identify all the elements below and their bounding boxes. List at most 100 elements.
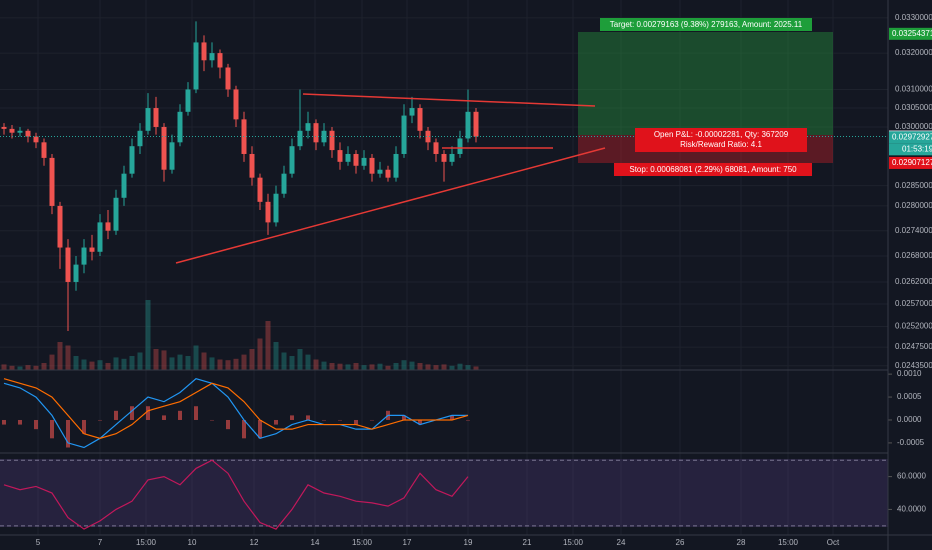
volume-bar: [137, 352, 143, 370]
macd-histogram-bar: [354, 419, 358, 425]
macd-histogram-bar: [194, 406, 198, 420]
candle-body: [113, 197, 119, 231]
volume-bar: [217, 359, 223, 370]
price-tag: [889, 156, 932, 169]
candle-body: [97, 222, 103, 252]
macd-histogram-bar: [66, 419, 70, 448]
volume-bar: [449, 365, 455, 370]
rsi-line: [3, 459, 469, 530]
volume-bar: [401, 360, 407, 370]
volume-bar: [465, 365, 471, 370]
volume-bar: [409, 361, 415, 370]
macd-histogram-bar: [2, 419, 6, 425]
volume-bar: [385, 365, 391, 370]
countdown-tag: [889, 143, 932, 156]
volume-bar: [265, 321, 271, 370]
x-tick-label: 15:00: [778, 538, 799, 547]
volume-bar: [425, 364, 431, 370]
x-tick-label: 24: [617, 538, 626, 547]
volume-bar: [313, 359, 319, 370]
volume-bar: [9, 365, 15, 370]
candle-body: [361, 157, 367, 166]
x-tick-label: 17: [403, 538, 412, 547]
candle-body: [225, 67, 231, 90]
candle-body: [449, 153, 455, 162]
candle-body: [169, 142, 175, 170]
price-tag-label: 0.02907127: [892, 158, 932, 167]
candle-body: [65, 247, 71, 282]
candle-body: [401, 115, 407, 154]
volume-bar: [153, 349, 159, 370]
candle-body: [297, 130, 303, 147]
price-tag: [889, 131, 932, 144]
candle-body: [329, 130, 335, 151]
volume-bar: [41, 363, 47, 370]
trend-line: [302, 93, 596, 107]
volume-bar: [177, 354, 183, 370]
volume-bar: [273, 342, 279, 370]
volume-bar: [49, 354, 55, 370]
volume-bar: [1, 364, 7, 370]
candle-body: [385, 169, 391, 178]
volume-bar: [89, 361, 95, 370]
target-label: Target: 0.00279163 (9.38%) 279163, Amoun…: [610, 20, 803, 29]
candle-body: [105, 222, 111, 231]
candle-body: [313, 123, 319, 143]
x-tick-label: 12: [250, 538, 259, 547]
macd-histogram-bar: [114, 410, 118, 420]
volume-bar: [289, 356, 295, 370]
grid: [0, 0, 892, 535]
rsi-tick-label: 40.0000: [897, 505, 926, 514]
candle-body: [281, 173, 287, 194]
drawings: [175, 93, 606, 264]
macd-tick-label: 0.0005: [897, 392, 922, 401]
volume-bar: [337, 363, 343, 370]
macd-histogram-bar: [370, 419, 374, 421]
candle-body: [249, 153, 255, 178]
x-tick-label: 21: [523, 538, 532, 547]
volume-bar: [233, 358, 239, 370]
candle-body: [25, 130, 31, 137]
macd-histogram-bar: [338, 419, 342, 421]
macd-histogram-bar: [418, 419, 422, 425]
stop-box: [614, 163, 812, 176]
candle-body: [9, 128, 15, 133]
volume-bar: [113, 357, 119, 370]
x-tick-label: 10: [188, 538, 197, 547]
macd-histogram-bar: [130, 406, 134, 420]
volume-bar: [169, 357, 175, 370]
candle-body: [193, 42, 199, 90]
macd-histogram-bar: [146, 406, 150, 420]
candle-body: [425, 130, 431, 143]
volume-bar: [121, 358, 127, 370]
volume-bar: [361, 365, 367, 370]
candle-body: [129, 146, 135, 174]
candle-body: [145, 108, 151, 131]
volume-bar: [145, 300, 151, 370]
target-zone: [578, 32, 833, 135]
volume-bar: [249, 349, 255, 370]
macd-histogram-bar: [290, 415, 294, 420]
candle-body: [177, 111, 183, 143]
candle-body: [209, 53, 215, 61]
x-tick-label: 15:00: [563, 538, 584, 547]
volume-bar: [225, 360, 231, 370]
volume-bar: [33, 365, 39, 370]
candle-body: [345, 153, 351, 162]
macd-histogram-bar: [34, 419, 38, 430]
axis: 5 7 15:00 10 12 14 15:00 17 19 21 15:00 24 26 28 15:00…: [36, 13, 932, 547]
x-tick-label: 7: [98, 538, 103, 547]
volume-bar: [305, 354, 311, 370]
x-tick-label: 28: [737, 538, 746, 547]
volume-bar: [81, 359, 87, 370]
